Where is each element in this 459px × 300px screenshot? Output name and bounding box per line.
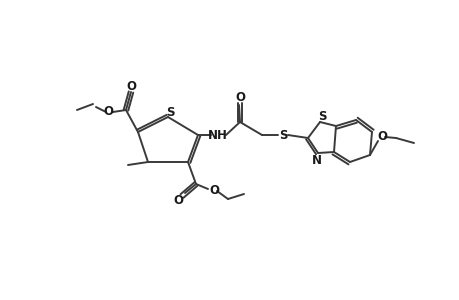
Text: O: O — [126, 80, 136, 92]
Text: N: N — [311, 154, 321, 166]
Text: O: O — [235, 91, 245, 103]
Text: S: S — [317, 110, 325, 122]
Text: O: O — [103, 104, 113, 118]
Text: NH: NH — [207, 128, 228, 142]
Text: S: S — [165, 106, 174, 118]
Text: S: S — [278, 128, 286, 142]
Text: O: O — [376, 130, 386, 142]
Text: O: O — [208, 184, 218, 196]
Text: O: O — [173, 194, 183, 208]
